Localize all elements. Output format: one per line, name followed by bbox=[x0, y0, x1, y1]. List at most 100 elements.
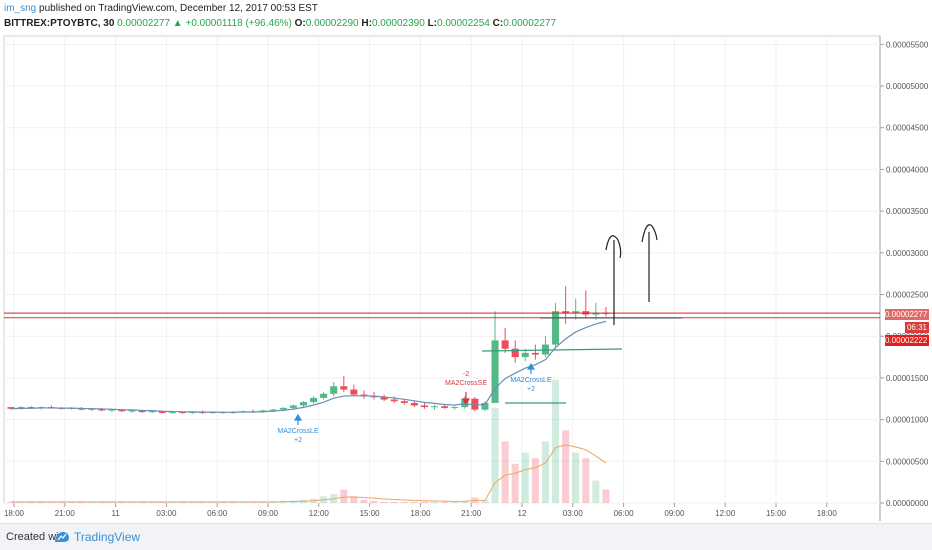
candle-body bbox=[168, 412, 176, 414]
volume-bar bbox=[37, 501, 45, 503]
drawn-arrow-2 bbox=[641, 224, 658, 302]
candle-body bbox=[340, 386, 348, 390]
candle-body bbox=[108, 409, 116, 411]
low-label: L: bbox=[427, 18, 438, 29]
long-arrow-icon bbox=[293, 413, 303, 425]
volume-bar bbox=[380, 501, 388, 503]
candle-body bbox=[441, 406, 449, 408]
candle-body bbox=[320, 393, 328, 398]
volume-bar bbox=[189, 501, 197, 503]
volume-bar bbox=[350, 496, 358, 503]
volume-bar bbox=[47, 501, 55, 503]
y-tick-label: 0.00005500 bbox=[886, 40, 929, 49]
candle-body bbox=[451, 407, 459, 409]
created-with-text: Created with bbox=[6, 531, 68, 543]
candle-body bbox=[491, 340, 499, 403]
tradingview-brand[interactable]: TradingView bbox=[74, 530, 141, 544]
y-tick-label: 0.00001000 bbox=[886, 416, 929, 425]
candle-body bbox=[410, 402, 418, 406]
bar-timer-badge: 06:31 bbox=[905, 322, 929, 333]
volume-bar bbox=[420, 501, 428, 503]
ohlc-legend: BITTREX:PTOYBTC, 30 0.00002277 ▲ +0.0000… bbox=[4, 18, 556, 32]
last-price-badge: 0.00002277 bbox=[885, 309, 929, 320]
volume-bar bbox=[7, 501, 15, 503]
candle-body bbox=[118, 409, 126, 412]
candle-body bbox=[511, 348, 519, 358]
x-tick-label: 09:00 bbox=[258, 509, 279, 518]
high-value: 0.00002390 bbox=[371, 18, 425, 29]
close-label: C: bbox=[492, 18, 504, 29]
y-tick-label: 0.00005000 bbox=[886, 82, 929, 91]
candle-body bbox=[431, 406, 439, 408]
volume-bar bbox=[158, 501, 166, 503]
candle-body bbox=[138, 410, 146, 413]
x-tick-label: 12:00 bbox=[309, 509, 330, 518]
volume-bar bbox=[88, 501, 96, 503]
volume-bar bbox=[501, 441, 509, 503]
short-arrow-icon bbox=[461, 392, 471, 406]
volume-bar bbox=[17, 501, 25, 503]
high-label: H: bbox=[361, 18, 372, 29]
volume-bar bbox=[209, 501, 217, 503]
volume-bar bbox=[592, 480, 600, 503]
candle-body bbox=[390, 399, 398, 402]
level-segment bbox=[481, 348, 623, 352]
y-tick-label: 0.00004500 bbox=[886, 124, 929, 133]
volume-bar bbox=[400, 501, 408, 503]
volume-bar bbox=[360, 499, 368, 503]
ma-line bbox=[11, 320, 607, 413]
volume-bar bbox=[552, 379, 560, 503]
candle-body bbox=[420, 405, 428, 408]
volume-bar bbox=[199, 501, 207, 503]
y-tick-label: 0.00000500 bbox=[886, 457, 929, 466]
x-tick-label: 18:00 bbox=[4, 509, 25, 518]
volume-bar bbox=[118, 501, 126, 503]
chart-grid bbox=[3, 35, 881, 521]
candle-body bbox=[158, 411, 166, 413]
y-tick-label: 0.00000000 bbox=[886, 499, 929, 508]
volume-bar bbox=[68, 501, 76, 503]
volume-bar bbox=[481, 499, 489, 503]
candle-body bbox=[501, 340, 509, 349]
volume-bar bbox=[269, 501, 277, 503]
volume-bar bbox=[57, 501, 65, 503]
x-tick-label: 11 bbox=[111, 509, 120, 518]
price-axis: 0.00005500 0.00005000 0.00004500 0.00004000… bbox=[880, 40, 929, 508]
volume-bar bbox=[340, 489, 348, 503]
candle-body bbox=[178, 412, 186, 414]
candle-body bbox=[471, 398, 479, 410]
candle-body bbox=[299, 402, 307, 406]
volume-bar bbox=[239, 501, 247, 503]
volume-bar bbox=[451, 501, 459, 503]
candle-body bbox=[279, 407, 287, 410]
y-tick-label: 0.00003500 bbox=[886, 207, 929, 216]
change-value: ▲ +0.00001118 (+96.46%) bbox=[172, 18, 292, 29]
symbol-label[interactable]: BITTREX:PTOYBTC, 30 bbox=[4, 18, 115, 29]
time-axis: 18:00 21:00 11 03:00 06:00 09:00 12:00 15:00 18:… bbox=[4, 503, 837, 518]
volume-bar bbox=[602, 489, 610, 503]
annotation-sub: +2 bbox=[294, 437, 302, 444]
x-tick-label: 06:00 bbox=[614, 509, 635, 518]
candle-body bbox=[289, 405, 297, 408]
signal-annotations: MA2CrossLE +2 -2 MA2CrossSE MA2CrossLE +2 bbox=[277, 362, 552, 444]
volume-bar bbox=[249, 501, 257, 503]
candle-body bbox=[128, 410, 136, 412]
moving-average bbox=[11, 320, 607, 413]
volume-bars bbox=[7, 379, 610, 503]
x-tick-label: 09:00 bbox=[664, 509, 685, 518]
author-link[interactable]: im_sng bbox=[4, 3, 37, 14]
annotation-label: MA2CrossLE bbox=[510, 377, 552, 384]
candle-body bbox=[27, 407, 35, 409]
last-price: 0.00002277 bbox=[117, 18, 171, 29]
candle-body bbox=[380, 397, 388, 400]
candle-body bbox=[370, 396, 378, 398]
x-tick-label: 12 bbox=[518, 509, 527, 518]
published-text: published on TradingView.com, December 1… bbox=[39, 3, 318, 14]
volume-bar bbox=[410, 501, 418, 503]
volume-bar bbox=[441, 501, 449, 503]
volume-bar bbox=[98, 501, 106, 503]
y-tick-label: 0.00001500 bbox=[886, 374, 929, 383]
volume-bar bbox=[521, 452, 529, 503]
published-line: im_sng published on TradingView.com, Dec… bbox=[4, 3, 318, 17]
